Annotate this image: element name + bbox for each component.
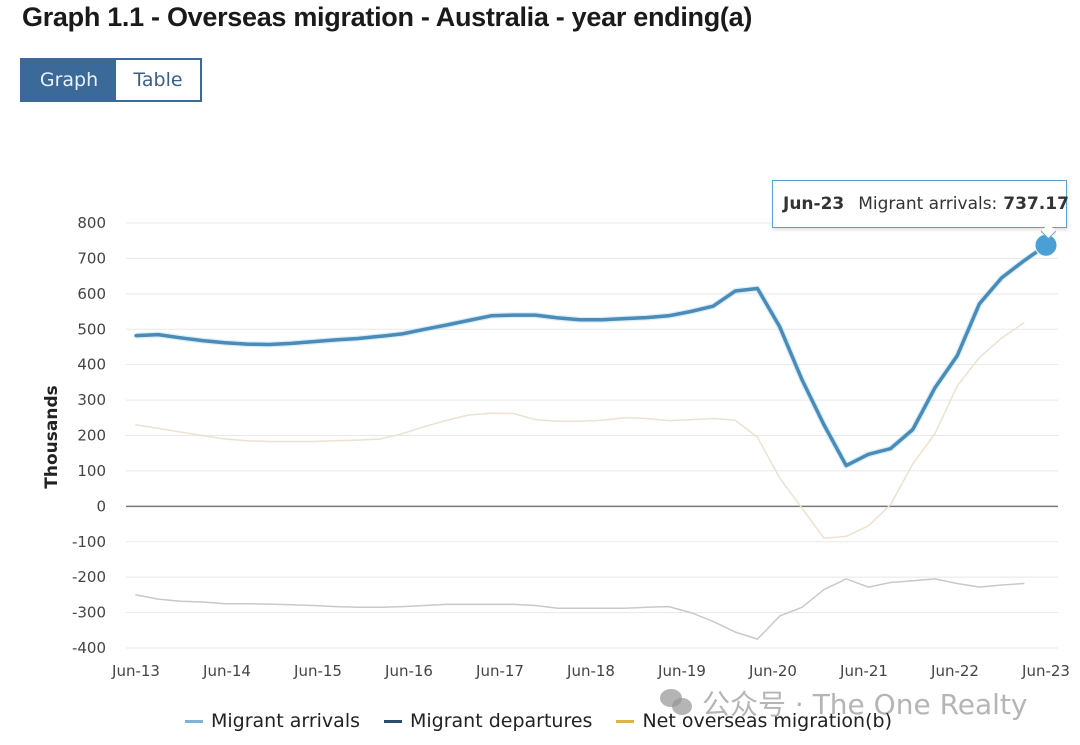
table-tab[interactable]: Table — [116, 60, 200, 100]
x-tick-label: Jun-14 — [202, 662, 251, 680]
y-tick-label: 100 — [77, 462, 106, 480]
tooltip-value: 737.17 — [1003, 194, 1069, 214]
y-tick-label: 800 — [77, 214, 106, 232]
x-tick-label: Jun-18 — [566, 662, 615, 680]
legend-swatch-arrivals — [185, 719, 203, 723]
legend-swatch-departures — [384, 719, 402, 723]
watermark: 公众号 · The One Realty — [660, 683, 1028, 723]
y-tick-label: 0 — [96, 497, 106, 515]
y-tick-label: 200 — [77, 427, 106, 445]
x-tick-label: Jun-23 — [1021, 662, 1070, 680]
tooltip: Jun-23 Migrant arrivals: 737.17 — [772, 180, 1069, 228]
x-tick-label: Jun-17 — [475, 662, 524, 680]
gridlines — [126, 222, 1058, 649]
legend: Migrant arrivals Migrant departures Net … — [185, 710, 892, 732]
y-tick-label: 400 — [77, 356, 106, 374]
y-tick-label: 600 — [77, 285, 106, 303]
y-axis-title: Thousands — [42, 385, 62, 488]
x-tick-label: Jun-19 — [657, 662, 706, 680]
x-tick-label: Jun-20 — [748, 662, 797, 680]
tooltip-date: Jun-23 — [783, 194, 845, 214]
legend-label: Net overseas migration(b) — [642, 710, 892, 732]
y-tick-label: 700 — [77, 249, 106, 267]
x-tick-label: Jun-13 — [111, 662, 160, 680]
legend-swatch-net — [616, 719, 635, 723]
series-lines — [134, 242, 1048, 640]
wechat-icon — [660, 689, 694, 717]
watermark-text: 公众号 · The One Realty — [702, 688, 1028, 721]
y-tick-label: -300 — [72, 604, 106, 622]
graph-tab[interactable]: Graph — [22, 60, 116, 100]
legend-item-migrant-arrivals[interactable]: Migrant arrivals — [185, 710, 360, 732]
series-line-migrant-departures[interactable] — [135, 578, 1025, 640]
y-tick-label: -100 — [72, 533, 106, 551]
series-line-net-overseas-migration-b[interactable] — [135, 322, 1025, 539]
x-tick-label: Jun-21 — [839, 662, 888, 680]
y-tick-label: 300 — [77, 391, 106, 409]
x-axis-ticks: Jun-13 Jun-14 Jun-15 Jun-16 Jun-17 Jun-18 Jun-… — [111, 662, 1070, 680]
x-tick-label: Jun-16 — [384, 662, 433, 680]
y-tick-label: -200 — [72, 568, 106, 586]
x-tick-label: Jun-22 — [930, 662, 979, 680]
page-title: Graph 1.1 - Overseas migration - Austral… — [22, 2, 753, 32]
legend-item-net-overseas-migration[interactable]: Net overseas migration(b) — [616, 710, 892, 732]
tooltip-series-label: Migrant arrivals: — [858, 194, 998, 214]
x-tick-label: Jun-15 — [293, 662, 342, 680]
legend-label: Migrant arrivals — [211, 710, 360, 732]
legend-item-migrant-departures[interactable]: Migrant departures — [384, 710, 592, 732]
y-tick-label: 500 — [77, 320, 106, 338]
legend-label: Migrant departures — [410, 710, 593, 732]
y-axis-ticks: 800 700 600 500 400 300 200 100 0 -100 -200 -300 -40… — [72, 214, 106, 657]
view-toggle: Graph Table — [20, 58, 202, 102]
y-tick-label: -400 — [72, 639, 106, 657]
series-line-migrant-arrivals[interactable] — [134, 243, 1048, 468]
